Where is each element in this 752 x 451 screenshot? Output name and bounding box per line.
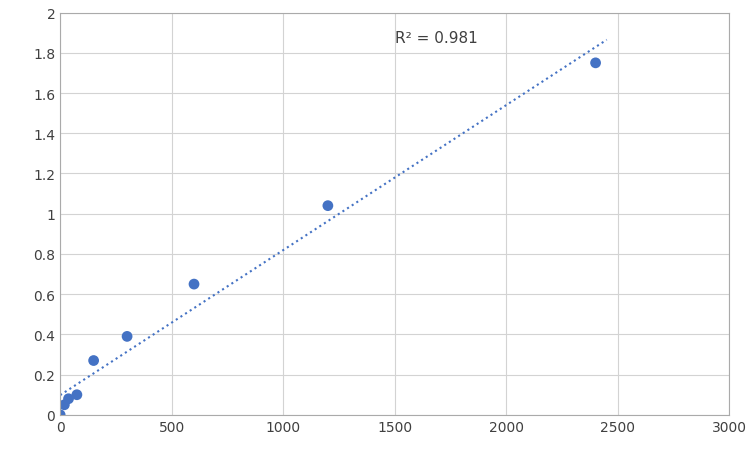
Point xyxy=(590,60,602,67)
Point xyxy=(121,333,133,340)
Point xyxy=(322,202,334,210)
Text: R² = 0.981: R² = 0.981 xyxy=(395,31,478,46)
Point xyxy=(188,281,200,288)
Point xyxy=(87,357,99,364)
Point xyxy=(54,411,66,419)
Point xyxy=(71,391,83,399)
Point xyxy=(62,395,74,402)
Point xyxy=(59,401,71,409)
